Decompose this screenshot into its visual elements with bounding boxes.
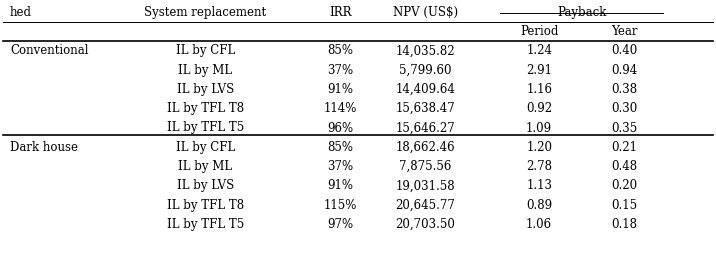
- Text: 5,799.60: 5,799.60: [400, 64, 452, 77]
- Text: 85%: 85%: [327, 141, 353, 154]
- Text: System replacement: System replacement: [144, 6, 266, 19]
- Text: Payback: Payback: [557, 6, 606, 19]
- Text: 97%: 97%: [327, 218, 353, 231]
- Text: IL by ML: IL by ML: [178, 160, 232, 173]
- Text: IL by LVS: IL by LVS: [177, 179, 234, 192]
- Text: 1.16: 1.16: [526, 83, 552, 96]
- Text: 1.13: 1.13: [526, 179, 552, 192]
- Text: Period: Period: [520, 25, 558, 38]
- Text: 115%: 115%: [324, 199, 357, 211]
- Text: Year: Year: [611, 25, 638, 38]
- Text: 0.92: 0.92: [526, 102, 552, 115]
- Text: 85%: 85%: [327, 45, 353, 57]
- Text: 91%: 91%: [327, 179, 353, 192]
- Text: IL by TFL T5: IL by TFL T5: [167, 218, 244, 231]
- Text: IL by TFL T5: IL by TFL T5: [167, 122, 244, 134]
- Text: 0.15: 0.15: [611, 199, 637, 211]
- Text: 2.91: 2.91: [526, 64, 552, 77]
- Text: IL by CFL: IL by CFL: [175, 45, 235, 57]
- Text: 20,645.77: 20,645.77: [395, 199, 455, 211]
- Text: 15,638.47: 15,638.47: [396, 102, 455, 115]
- Text: IL by ML: IL by ML: [178, 64, 232, 77]
- Text: IL by TFL T8: IL by TFL T8: [167, 199, 244, 211]
- Text: 20,703.50: 20,703.50: [395, 218, 455, 231]
- Text: 0.30: 0.30: [611, 102, 637, 115]
- Text: 14,409.64: 14,409.64: [395, 83, 455, 96]
- Text: 96%: 96%: [327, 122, 353, 134]
- Text: IRR: IRR: [329, 6, 352, 19]
- Text: 1.20: 1.20: [526, 141, 552, 154]
- Text: 1.06: 1.06: [526, 218, 552, 231]
- Text: Conventional: Conventional: [10, 45, 88, 57]
- Text: 7,875.56: 7,875.56: [400, 160, 452, 173]
- Text: hed: hed: [10, 6, 32, 19]
- Text: 0.40: 0.40: [611, 45, 637, 57]
- Text: 0.89: 0.89: [526, 199, 552, 211]
- Text: 37%: 37%: [327, 64, 353, 77]
- Text: 0.20: 0.20: [611, 179, 637, 192]
- Text: 0.21: 0.21: [611, 141, 637, 154]
- Text: Dark house: Dark house: [10, 141, 78, 154]
- Text: 91%: 91%: [327, 83, 353, 96]
- Text: 0.48: 0.48: [611, 160, 637, 173]
- Text: 0.38: 0.38: [611, 83, 637, 96]
- Text: 0.18: 0.18: [611, 218, 637, 231]
- Text: 19,031.58: 19,031.58: [396, 179, 455, 192]
- Text: 15,646.27: 15,646.27: [396, 122, 455, 134]
- Text: IL by LVS: IL by LVS: [177, 83, 234, 96]
- Text: 2.78: 2.78: [526, 160, 552, 173]
- Text: IL by TFL T8: IL by TFL T8: [167, 102, 244, 115]
- Text: 14,035.82: 14,035.82: [396, 45, 455, 57]
- Text: 1.09: 1.09: [526, 122, 552, 134]
- Text: 0.94: 0.94: [611, 64, 637, 77]
- Text: 18,662.46: 18,662.46: [396, 141, 455, 154]
- Text: 37%: 37%: [327, 160, 353, 173]
- Text: NPV (US$): NPV (US$): [393, 6, 458, 19]
- Text: 1.24: 1.24: [526, 45, 552, 57]
- Text: 0.35: 0.35: [611, 122, 637, 134]
- Text: IL by CFL: IL by CFL: [175, 141, 235, 154]
- Text: 114%: 114%: [324, 102, 357, 115]
